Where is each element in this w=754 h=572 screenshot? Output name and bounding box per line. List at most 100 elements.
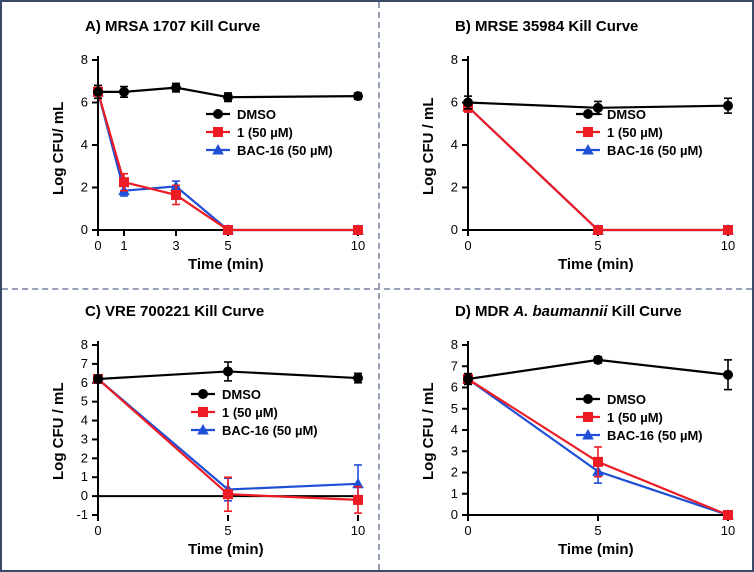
- svg-text:8: 8: [81, 52, 88, 67]
- horizontal-divider: [2, 288, 752, 290]
- svg-text:8: 8: [451, 337, 458, 352]
- marker-DMSO: [354, 92, 363, 101]
- marker-DMSO: [120, 87, 129, 96]
- svg-text:5: 5: [594, 523, 601, 538]
- svg-text:0: 0: [451, 507, 458, 522]
- svg-text:6: 6: [81, 95, 88, 110]
- svg-text:8: 8: [81, 337, 88, 352]
- svg-text:0: 0: [464, 238, 471, 253]
- svg-text:2: 2: [451, 180, 458, 195]
- marker-DMSO: [464, 98, 473, 107]
- marker-DMSO: [724, 101, 733, 110]
- legend-B: DMSO 1 (50 µM) BAC-16 (50 µM): [575, 105, 703, 159]
- panel-A: A) MRSA 1707 Kill Curve02468013510Log CF…: [20, 10, 370, 280]
- x-axis-label: Time (min): [558, 256, 634, 273]
- legend-C: DMSO 1 (50 µM) BAC-16 (50 µM): [190, 385, 318, 439]
- svg-text:1: 1: [81, 469, 88, 484]
- svg-text:2: 2: [81, 180, 88, 195]
- marker-ONE: [724, 511, 733, 520]
- marker-DMSO: [172, 83, 181, 92]
- svg-text:5: 5: [594, 238, 601, 253]
- legend-item-DMSO: DMSO: [190, 385, 318, 403]
- legend-label: 1 (50 µM): [607, 125, 663, 140]
- svg-text:10: 10: [351, 238, 365, 253]
- legend-label: BAC-16 (50 µM): [607, 428, 703, 443]
- svg-text:0: 0: [81, 488, 88, 503]
- svg-text:4: 4: [451, 137, 458, 152]
- legend-D: DMSO 1 (50 µM) BAC-16 (50 µM): [575, 390, 703, 444]
- marker-DMSO: [464, 375, 473, 384]
- svg-text:4: 4: [81, 137, 88, 152]
- svg-text:-1: -1: [76, 507, 88, 522]
- svg-text:3: 3: [172, 238, 179, 253]
- legend-label: 1 (50 µM): [607, 410, 663, 425]
- marker-DMSO: [224, 93, 233, 102]
- legend-item-BAC16: BAC-16 (50 µM): [575, 426, 703, 444]
- svg-text:10: 10: [351, 523, 365, 538]
- marker-DMSO: [594, 355, 603, 364]
- legend-item-DMSO: DMSO: [205, 105, 333, 123]
- marker-ONE: [354, 226, 363, 235]
- legend-item-ONE: 1 (50 µM): [575, 408, 703, 426]
- svg-text:0: 0: [94, 523, 101, 538]
- marker-ONE: [120, 178, 129, 187]
- legend-item-BAC16: BAC-16 (50 µM): [205, 141, 333, 159]
- panel-C: C) VRE 700221 Kill Curve-10123456780510L…: [20, 295, 370, 565]
- svg-text:0: 0: [464, 523, 471, 538]
- marker-DMSO: [94, 375, 103, 384]
- legend-item-ONE: 1 (50 µM): [190, 403, 318, 421]
- svg-text:8: 8: [451, 52, 458, 67]
- svg-text:3: 3: [451, 443, 458, 458]
- marker-ONE: [724, 226, 733, 235]
- svg-text:10: 10: [721, 238, 735, 253]
- legend-label: BAC-16 (50 µM): [222, 423, 318, 438]
- svg-text:5: 5: [224, 523, 231, 538]
- svg-text:2: 2: [81, 450, 88, 465]
- legend-item-DMSO: DMSO: [575, 105, 703, 123]
- legend-item-ONE: 1 (50 µM): [205, 123, 333, 141]
- svg-text:1: 1: [451, 486, 458, 501]
- marker-ONE: [224, 490, 233, 499]
- legend-label: DMSO: [607, 107, 646, 122]
- svg-text:0: 0: [451, 222, 458, 237]
- svg-text:2: 2: [451, 465, 458, 480]
- kill-curve-figure: A) MRSA 1707 Kill Curve02468013510Log CF…: [0, 0, 754, 572]
- marker-ONE: [224, 226, 233, 235]
- svg-text:4: 4: [81, 413, 88, 428]
- marker-DMSO: [94, 87, 103, 96]
- marker-ONE: [172, 190, 181, 199]
- svg-text:6: 6: [451, 380, 458, 395]
- marker-ONE: [594, 226, 603, 235]
- x-axis-label: Time (min): [188, 541, 264, 558]
- panel-B: B) MRSE 35984 Kill Curve024680510Log CFU…: [390, 10, 740, 280]
- svg-text:3: 3: [81, 431, 88, 446]
- legend-label: 1 (50 µM): [237, 125, 293, 140]
- legend-label: DMSO: [222, 387, 261, 402]
- marker-ONE: [594, 457, 603, 466]
- svg-text:4: 4: [451, 422, 458, 437]
- marker-DMSO: [224, 367, 233, 376]
- svg-text:0: 0: [94, 238, 101, 253]
- panel-D: D) MDR A. baumannii Kill Curve0123456780…: [390, 295, 740, 565]
- svg-text:5: 5: [81, 394, 88, 409]
- y-axis-label: Log CFU / mL: [50, 383, 67, 481]
- svg-text:5: 5: [451, 401, 458, 416]
- legend-item-BAC16: BAC-16 (50 µM): [190, 421, 318, 439]
- legend-label: 1 (50 µM): [222, 405, 278, 420]
- x-axis-label: Time (min): [558, 541, 634, 558]
- svg-text:7: 7: [81, 356, 88, 371]
- legend-item-DMSO: DMSO: [575, 390, 703, 408]
- legend-label: DMSO: [607, 392, 646, 407]
- vertical-divider: [378, 2, 380, 570]
- marker-ONE: [354, 495, 363, 504]
- legend-A: DMSO 1 (50 µM)BAC-16 (50 µM): [205, 105, 333, 159]
- x-axis-label: Time (min): [188, 256, 264, 273]
- legend-label: BAC-16 (50 µM): [607, 143, 703, 158]
- legend-item-BAC16: BAC-16 (50 µM): [575, 141, 703, 159]
- svg-text:5: 5: [224, 238, 231, 253]
- svg-text:6: 6: [81, 375, 88, 390]
- svg-text:6: 6: [451, 95, 458, 110]
- svg-text:7: 7: [451, 358, 458, 373]
- y-axis-label: Log CFU / mL: [420, 98, 437, 196]
- legend-item-ONE: 1 (50 µM): [575, 123, 703, 141]
